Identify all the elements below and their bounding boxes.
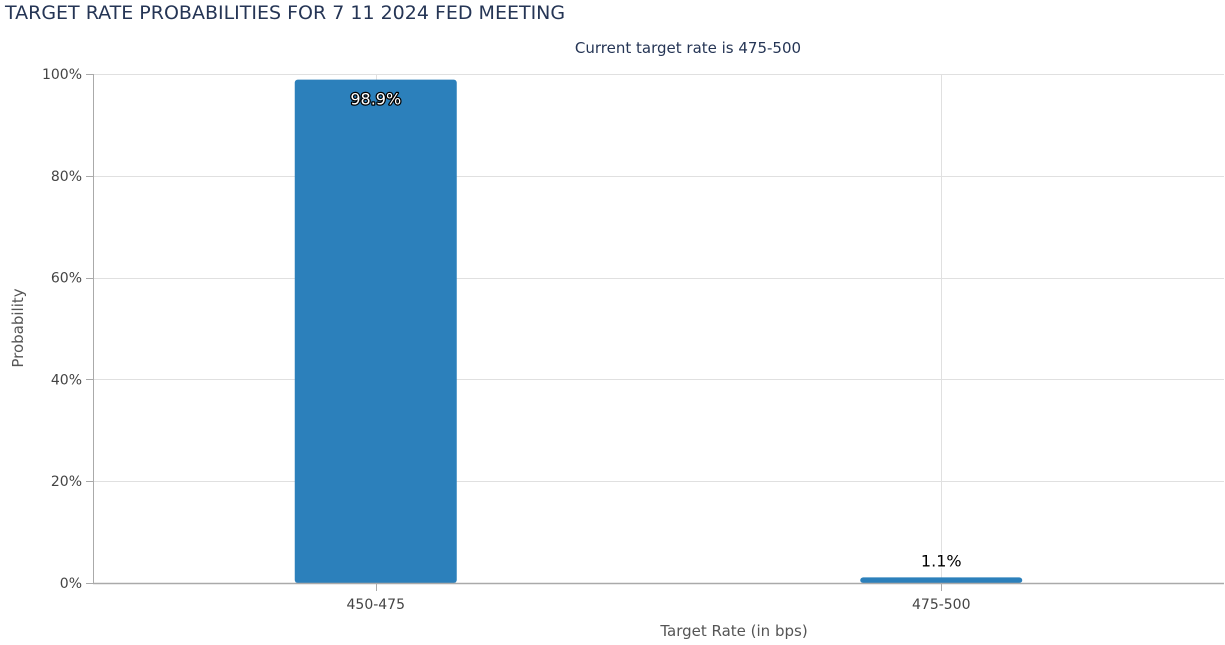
y-tick-label: 20% bbox=[51, 474, 82, 490]
labels-layer: 0% 20% 40% 60% 80% 100% 450-475 475-500 98.9% 1.1… bbox=[42, 67, 971, 613]
y-tick-label: 80% bbox=[51, 169, 82, 185]
x-axis-title: Target Rate (in bps) bbox=[659, 622, 807, 640]
axes-layer bbox=[86, 74, 1224, 591]
y-axis-title: Probability bbox=[9, 288, 27, 367]
y-tick-label: 40% bbox=[51, 372, 82, 388]
grid-layer bbox=[93, 74, 1224, 583]
x-tick-label: 450-475 bbox=[347, 597, 406, 613]
data-label: 1.1% bbox=[921, 551, 962, 570]
page-title: TARGET RATE PROBABILITIES FOR 7 11 2024 … bbox=[5, 2, 566, 24]
y-tick-label: 100% bbox=[42, 67, 82, 83]
chart-subtitle: Current target rate is 475-500 bbox=[575, 39, 801, 57]
y-tick-label: 0% bbox=[60, 576, 82, 592]
bar-475-500[interactable] bbox=[860, 577, 1023, 583]
bar-450-475[interactable] bbox=[294, 79, 457, 583]
y-tick-label: 60% bbox=[51, 271, 82, 287]
data-label: 98.9% bbox=[350, 90, 401, 109]
x-tick-label: 475-500 bbox=[912, 597, 971, 613]
bars-layer bbox=[294, 79, 1023, 583]
